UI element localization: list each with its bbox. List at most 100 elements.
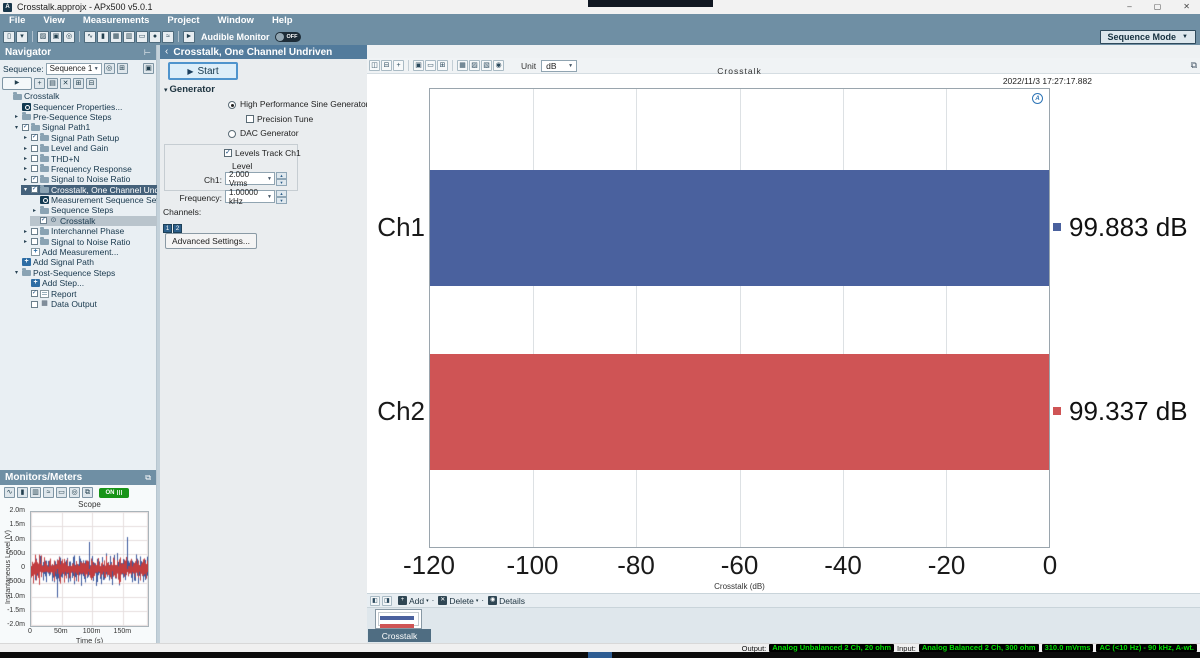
sequence-settings-icon[interactable]: ◎	[103, 63, 115, 74]
transfer-plot-icon[interactable]: ≈	[162, 30, 174, 43]
tree-item[interactable]: Crosstalk	[0, 91, 157, 101]
sequence-notes-icon[interactable]: ▣	[143, 63, 154, 74]
minimize-button[interactable]: –	[1127, 2, 1132, 11]
tree-item[interactable]: ▾ ✓ Signal Path1	[0, 122, 157, 132]
tree-item[interactable]: + Add Measurement...	[0, 247, 157, 257]
delete-button[interactable]: ✕ Delete ▾	[438, 596, 478, 606]
ch1-level-input[interactable]: 2.000 Vrms ▼	[225, 170, 275, 188]
audible-monitor-toggle[interactable]: OFF	[274, 31, 301, 42]
menu-project[interactable]: Project	[167, 15, 200, 26]
tree-item[interactable]: + Add Step...	[0, 278, 157, 288]
sequence-select[interactable]: Sequence 1 ▼	[45, 62, 102, 75]
tree-item[interactable]: ✓ ⊙ Crosstalk	[0, 215, 157, 227]
levels-track-checkbox[interactable]: ✓	[224, 149, 232, 157]
panel-left-icon[interactable]: ◧	[370, 595, 380, 606]
checkbox[interactable]	[31, 165, 38, 173]
pin-icon[interactable]: ⊢	[144, 48, 151, 57]
tree-item[interactable]: ▸ ✓ Signal Path Setup	[0, 133, 157, 143]
chevron-right-icon[interactable]: ▸	[23, 135, 27, 142]
tree-item[interactable]: ▸ Interchannel Phase	[0, 226, 157, 236]
checkbox[interactable]: ✓	[31, 175, 38, 183]
frequency-stepper[interactable]: ▲ ▼	[276, 190, 287, 204]
checkbox[interactable]: ✓	[31, 186, 38, 194]
zoom-y-icon[interactable]: ⊟	[381, 60, 392, 71]
signal-monitor-icon[interactable]: ∿	[84, 30, 96, 43]
chevron-down-icon[interactable]: ▾	[14, 124, 18, 131]
details-button[interactable]: ◉ Details	[488, 596, 525, 606]
start-button[interactable]: ▶ Start	[168, 62, 238, 80]
chevron-down-icon[interactable]: ▾	[14, 270, 18, 277]
channel-2-button[interactable]: 2	[173, 224, 182, 233]
spectrum-view-icon[interactable]: ▭	[56, 487, 67, 498]
layout-single-icon[interactable]: ▭	[425, 60, 436, 71]
project-settings-icon[interactable]: ◎	[63, 30, 75, 43]
graph-popout-icon[interactable]: ⧉	[1190, 60, 1197, 70]
annotation-icon[interactable]: ▧	[481, 60, 492, 71]
maximize-button[interactable]: ▢	[1153, 2, 1162, 11]
chevron-right-icon[interactable]: ▸	[23, 166, 27, 173]
menu-file[interactable]: File	[9, 15, 26, 26]
cursor-details-icon[interactable]: ◉	[493, 60, 504, 71]
checkbox[interactable]	[31, 238, 38, 246]
meter-view-icon[interactable]: ▮	[17, 487, 28, 498]
popout-icon[interactable]: ⧉	[145, 472, 151, 482]
graph-thumbnail[interactable]	[375, 609, 422, 629]
tree-item[interactable]: ▸ Signal to Noise Ratio	[0, 236, 157, 247]
chevron-right-icon[interactable]: ▸	[23, 156, 27, 163]
add-report-icon[interactable]: ▤	[47, 77, 58, 89]
frequency-input[interactable]: 1.00000 kHz ▼	[225, 188, 275, 206]
tree-item[interactable]: ▾ Post-Sequence Steps	[0, 268, 157, 278]
layout-grid-icon[interactable]: ⊞	[437, 60, 448, 71]
save-project-icon[interactable]: ▣	[50, 30, 62, 43]
sweep-view-icon[interactable]: ≈	[43, 487, 54, 498]
chevron-right-icon[interactable]: ▸	[14, 114, 18, 121]
bar-view-icon[interactable]: ▥	[30, 487, 41, 498]
tree-item[interactable]: Measurement Sequence Settings...	[0, 195, 184, 205]
tree-item[interactable]: Sequencer Properties...	[0, 101, 157, 112]
thumbnail-label[interactable]: Crosstalk	[368, 629, 431, 642]
chevron-right-icon[interactable]: ▸	[23, 228, 27, 235]
tree-item[interactable]: + Add Signal Path	[0, 257, 157, 267]
tree-item[interactable]: ▸ Sequence Steps	[0, 205, 157, 215]
scope-view-icon[interactable]: ∿	[4, 487, 15, 498]
menu-help[interactable]: Help	[271, 15, 293, 26]
tree-item[interactable]: ▾ ✓ Crosstalk, One Channel Undriven	[0, 184, 178, 195]
input-config-badge[interactable]: Analog Balanced 2 Ch, 300 ohm	[918, 644, 1039, 652]
chevron-right-icon[interactable]: ▸	[23, 176, 27, 183]
chevron-right-icon[interactable]: ▸	[32, 207, 36, 214]
chevron-right-icon[interactable]: ▸	[23, 145, 27, 152]
checkbox[interactable]: ✓	[22, 123, 29, 131]
back-chevron-icon[interactable]: ‹	[165, 46, 169, 57]
checkbox[interactable]: ✓	[31, 134, 38, 142]
menu-window[interactable]: Window	[217, 15, 254, 26]
copy-graph-icon[interactable]: ▣	[413, 60, 424, 71]
unit-select[interactable]: dB ▼	[541, 59, 578, 72]
expand-nodes-icon[interactable]: ⊞	[73, 77, 84, 89]
add-signal-path-icon[interactable]: +	[34, 77, 45, 89]
chevron-down-icon[interactable]: ▾	[23, 187, 27, 194]
input-config-badge[interactable]: AC (<10 Hz) - 90 kHz, A-wt.	[1096, 644, 1197, 652]
level-meter-icon[interactable]: ▮	[97, 30, 109, 43]
high-performance-radio[interactable]	[228, 101, 236, 109]
tree-item[interactable]: ▸ Level and Gain	[0, 143, 157, 153]
tree-item[interactable]: ▸ THD+N	[0, 153, 157, 164]
monitors-on-toggle[interactable]: ON	[99, 487, 129, 498]
recorder-icon[interactable]: ●	[149, 30, 161, 43]
chevron-right-icon[interactable]: ▸	[23, 239, 27, 246]
add-button[interactable]: + Add ▾	[398, 596, 429, 606]
checkbox[interactable]	[31, 227, 38, 235]
table-view-icon[interactable]: ▦	[457, 60, 468, 71]
autorange-icon[interactable]: A	[1032, 93, 1043, 104]
data-grid-icon[interactable]: ▦	[110, 30, 122, 43]
collapse-nodes-icon[interactable]: ⊟	[86, 77, 97, 89]
popout-mini-icon[interactable]: ⧉	[82, 487, 93, 498]
advanced-settings-button[interactable]: Advanced Settings...	[165, 233, 257, 249]
monitor-settings-icon[interactable]: ◎	[69, 487, 80, 498]
checkbox[interactable]: ✓	[31, 290, 38, 298]
tree-item[interactable]: ▸ ✓ Signal to Noise Ratio	[0, 174, 157, 184]
menu-view[interactable]: View	[43, 15, 65, 26]
output-config-badge[interactable]: Analog Unbalanced 2 Ch, 20 ohm	[769, 644, 895, 652]
sequence-mode-button[interactable]: Sequence Mode ▼	[1099, 29, 1196, 44]
tree-item[interactable]: ▦ Data Output	[0, 299, 157, 309]
panel-splitter[interactable]	[157, 45, 160, 643]
